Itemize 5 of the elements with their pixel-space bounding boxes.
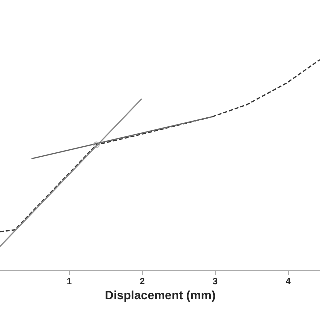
x-tick-label: 4	[286, 276, 291, 286]
x-axis-title: Displacement (mm)	[105, 288, 216, 302]
x-tick-label: 3	[212, 276, 218, 286]
x-tick-label: 1	[66, 276, 72, 286]
x-tick-label: 2	[140, 276, 145, 286]
